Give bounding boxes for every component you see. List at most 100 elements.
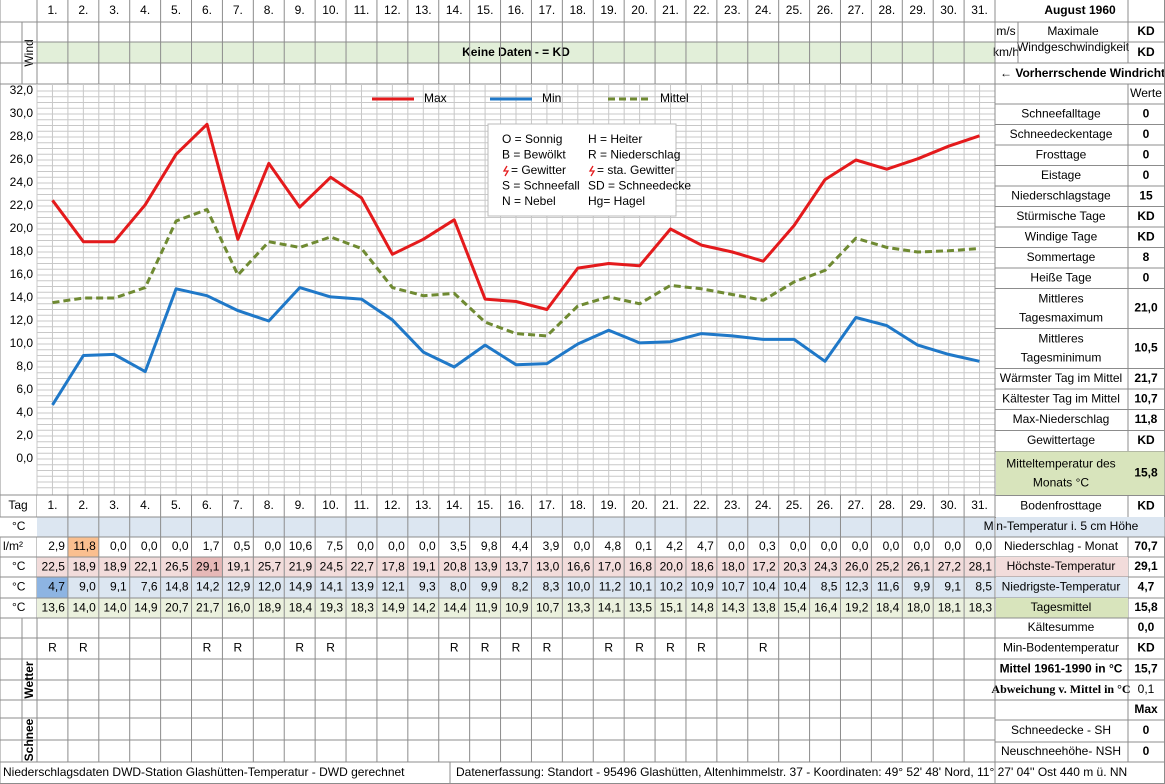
weather-code: R bbox=[512, 641, 521, 655]
y-tick-label: 16,0 bbox=[10, 267, 34, 281]
stat-label: Eistage bbox=[1041, 168, 1081, 182]
summary-value: 0,1 bbox=[1138, 682, 1155, 696]
precip-value: 0,0 bbox=[574, 539, 591, 553]
row-background bbox=[996, 598, 1128, 618]
precip-value: 0,0 bbox=[944, 539, 961, 553]
stat-label: Gewittertage bbox=[1027, 433, 1095, 447]
stat-label: Monats °C bbox=[1033, 476, 1089, 490]
precip-value: 0,3 bbox=[759, 539, 776, 553]
temperature-value: 14,8 bbox=[691, 601, 715, 615]
y-tick-label: 18,0 bbox=[10, 244, 34, 258]
day-label: 2. bbox=[78, 3, 88, 17]
stat-label: Kältester Tag im Mittel bbox=[1002, 391, 1120, 405]
precip-value: 0,0 bbox=[172, 539, 189, 553]
precip-value: 4,8 bbox=[604, 539, 621, 553]
summary-value: 0,0 bbox=[1138, 620, 1155, 634]
summary-label: Höchste-Temperatur bbox=[1007, 559, 1116, 573]
row-background bbox=[996, 557, 1128, 577]
day-label: 18. bbox=[569, 3, 586, 17]
y-tick-label: 20,0 bbox=[10, 221, 34, 235]
wind-max-label: Maximale bbox=[1047, 24, 1099, 38]
row-background bbox=[37, 557, 995, 577]
temperature-value: 15,1 bbox=[660, 601, 684, 615]
precip-value: 0,0 bbox=[975, 539, 992, 553]
weather-code: R bbox=[79, 641, 88, 655]
stat-label: Schneedeckentage bbox=[1010, 127, 1113, 141]
day-label: 27. bbox=[848, 3, 865, 17]
symbol-legend: H = Heiter bbox=[588, 132, 642, 146]
day-label: 16. bbox=[508, 3, 525, 17]
day-label: 20. bbox=[631, 498, 648, 512]
day-label: 5. bbox=[171, 3, 181, 17]
weather-label: Wetter bbox=[22, 661, 36, 698]
day-label: 16. bbox=[508, 498, 525, 512]
stat-value: 0 bbox=[1143, 147, 1150, 161]
storm-icon bbox=[502, 165, 510, 177]
day-label: 21. bbox=[662, 3, 679, 17]
day-label: 7. bbox=[233, 3, 243, 17]
row-background bbox=[996, 517, 1165, 537]
precip-value: 0,0 bbox=[419, 539, 436, 553]
summary-value: 15,7 bbox=[1134, 662, 1158, 676]
row-background bbox=[996, 577, 1128, 598]
temperature-value: 9,1 bbox=[110, 580, 127, 594]
precip-value: 0,0 bbox=[388, 539, 405, 553]
y-tick-label: 22,0 bbox=[10, 198, 34, 212]
temperature-value: 10,0 bbox=[567, 580, 591, 594]
legend-label: Max bbox=[424, 91, 447, 105]
temperature-value: 9,9 bbox=[481, 580, 498, 594]
stat-label: Mittleres bbox=[1038, 292, 1083, 306]
stat-label: Heiße Tage bbox=[1030, 270, 1091, 284]
footer-location: Datenerfassung: Standort - 95496 Glashüt… bbox=[456, 765, 1127, 779]
temperature-value: 14,0 bbox=[72, 601, 96, 615]
precip-value: 0,0 bbox=[728, 539, 745, 553]
precip-value: 4,7 bbox=[697, 539, 714, 553]
y-tick-label: 26,0 bbox=[10, 152, 34, 166]
unit-label: m/s bbox=[996, 24, 1015, 38]
temperature-value: 10,9 bbox=[505, 601, 529, 615]
temperature-value: 16,8 bbox=[629, 560, 653, 574]
temperature-value: 18,3 bbox=[969, 601, 993, 615]
weather-code: R bbox=[48, 641, 57, 655]
day-label: 13. bbox=[415, 3, 432, 17]
day-label: 6. bbox=[202, 3, 212, 17]
temperature-value: 14,0 bbox=[103, 601, 127, 615]
precip-value: 0,0 bbox=[821, 539, 838, 553]
cell-highlight bbox=[67, 537, 99, 557]
precip-value: 11,8 bbox=[73, 539, 96, 553]
footer-source: Niederschlagsdaten DWD-Station Glashütte… bbox=[3, 765, 405, 779]
precip-value: 7,5 bbox=[326, 539, 343, 553]
day-label: 3. bbox=[109, 498, 119, 512]
stat-label: Niederschlagstage bbox=[1011, 188, 1111, 202]
precip-value: 9,8 bbox=[481, 539, 498, 553]
temperature-value: 7,6 bbox=[141, 580, 158, 594]
stat-label: Tagesmaximum bbox=[1019, 311, 1103, 325]
stat-value: 15 bbox=[1139, 188, 1153, 202]
temperature-value: 18,1 bbox=[938, 601, 962, 615]
values-header: Werte bbox=[1130, 86, 1162, 100]
precip-value: 4,4 bbox=[512, 539, 529, 553]
day-label: 23. bbox=[724, 498, 741, 512]
weather-code: R bbox=[635, 641, 644, 655]
temperature-value: 18,4 bbox=[289, 601, 313, 615]
temperature-value: 25,7 bbox=[258, 560, 282, 574]
temperature-value: 18,6 bbox=[691, 560, 715, 574]
summary-label: Tagesmittel bbox=[1031, 600, 1092, 614]
summary-label: Mittel 1961-1990 in °C bbox=[1000, 662, 1123, 676]
temperature-value: 9,1 bbox=[944, 580, 961, 594]
month-title: August 1960 bbox=[1044, 3, 1116, 17]
temperature-value: 14,8 bbox=[165, 580, 189, 594]
symbol-legend: S = Schneefall bbox=[502, 179, 580, 193]
day-label: 28. bbox=[878, 498, 895, 512]
summary-value: 0 bbox=[1143, 744, 1150, 758]
precip-value: 0,1 bbox=[635, 539, 652, 553]
snow-label: Schnee bbox=[22, 718, 36, 761]
weather-code: R bbox=[450, 641, 459, 655]
weather-code: R bbox=[759, 641, 768, 655]
wind-max-label: Windgeschwindigkeit bbox=[1017, 40, 1130, 54]
stat-value: 10,7 bbox=[1134, 391, 1158, 405]
stat-label: Wärmster Tag im Mittel bbox=[1000, 371, 1122, 385]
day-label: 26. bbox=[817, 3, 834, 17]
precip-value: 4,2 bbox=[666, 539, 683, 553]
precip-value: 3,9 bbox=[543, 539, 560, 553]
